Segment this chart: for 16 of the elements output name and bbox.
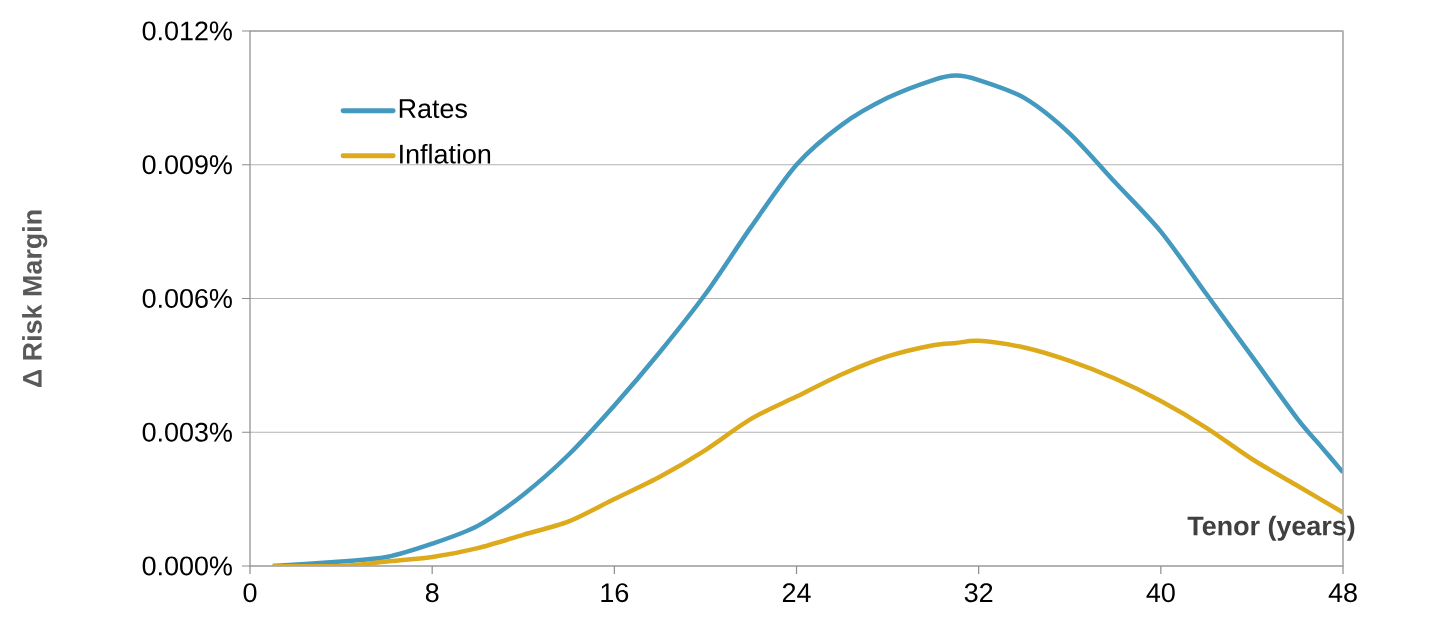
x-axis-title: Tenor (years)	[1187, 515, 1355, 541]
y-tick-label: 0.003%	[142, 422, 232, 442]
x-tick-label: 40	[1146, 583, 1175, 603]
x-tick-label: 16	[601, 583, 629, 603]
y-tick-label: 0.012%	[142, 21, 232, 41]
x-tick-label: 48	[1328, 583, 1357, 603]
x-tick-label: 8	[425, 583, 439, 603]
y-tick-label: 0.000%	[142, 556, 232, 576]
legend-label: Inflation	[400, 143, 491, 164]
y-tick-label: 0.009%	[142, 155, 232, 175]
x-tick-label: 32	[964, 583, 993, 603]
y-tick-label: 0.006%	[142, 288, 232, 309]
x-tick-label: 24	[782, 583, 811, 602]
y-axis-title: Δ Risk Margin	[22, 210, 48, 388]
legend-label: Rates	[399, 99, 467, 119]
x-tick-label: 0	[243, 583, 257, 603]
